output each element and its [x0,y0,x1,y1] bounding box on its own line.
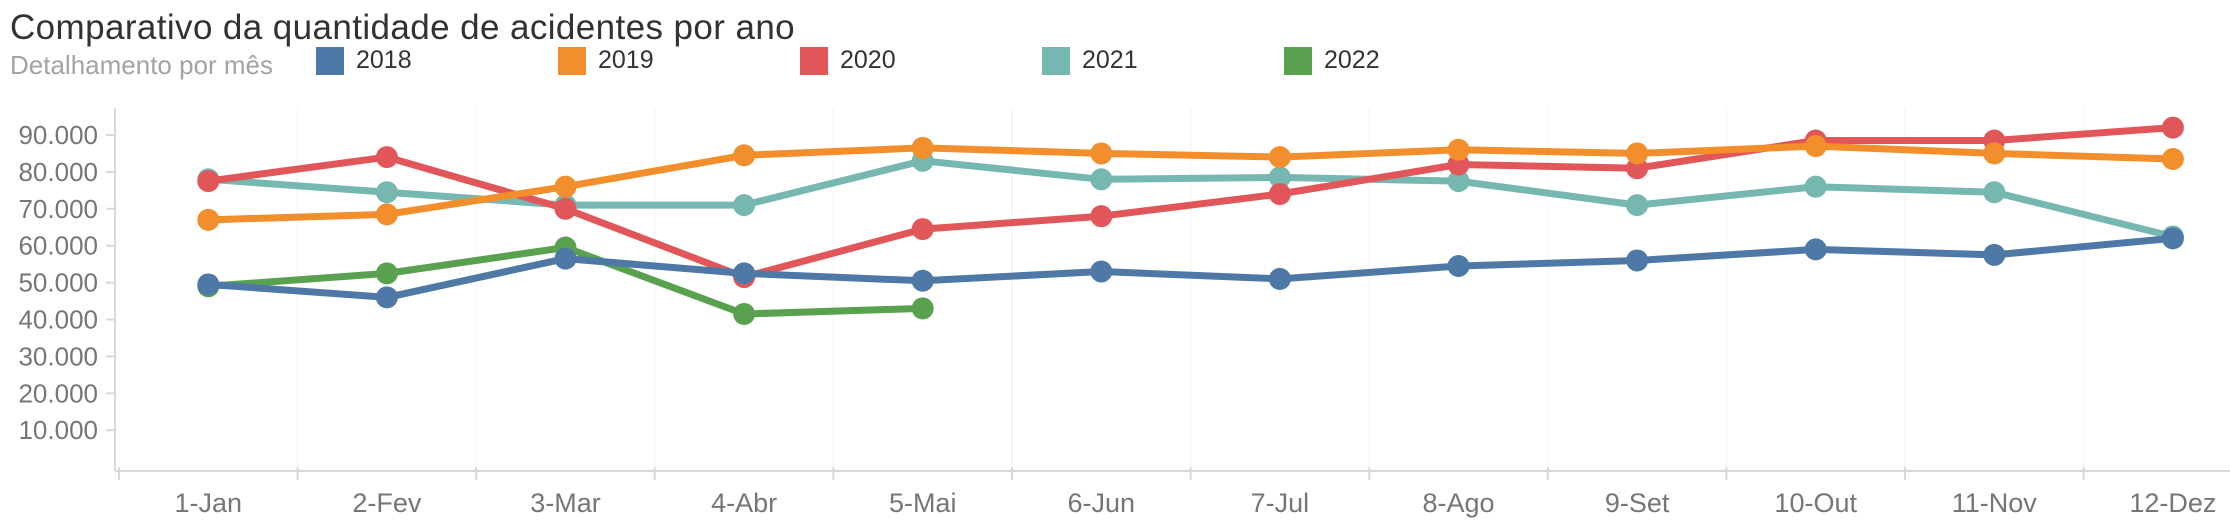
series-point-2020-1-Jan[interactable] [197,170,220,193]
series-point-2018-8-Ago[interactable] [1447,254,1470,277]
series-point-2022-2-Fev[interactable] [375,262,398,285]
x-tick-label: 8-Ago [1422,488,1494,518]
series-point-2019-7-Jul[interactable] [1268,146,1291,169]
legend-swatch-2019 [558,46,586,75]
y-tick-label: 10.000 [18,415,98,445]
series-point-2018-1-Jan[interactable] [197,273,220,296]
series-line-2020 [204,124,2177,281]
series-point-2021-2-Fev[interactable] [375,181,398,204]
y-tick-label: 40.000 [18,305,98,335]
series-point-2018-2-Fev[interactable] [375,286,398,309]
series-point-2021-11-Nov[interactable] [1983,181,2006,204]
y-tick-label: 20.000 [18,378,98,408]
legend-swatch-2021 [1042,46,1070,75]
series-point-2021-9-Set[interactable] [1626,194,1649,217]
x-tick-label: 3-Mar [530,488,601,518]
series-point-2021-10-Out[interactable] [1804,175,1827,198]
series-point-2021-8-Ago[interactable] [1447,170,1470,193]
legend-item-2019[interactable]: 2019 [558,46,654,75]
x-tick-label: 4-Abr [711,488,777,518]
series-point-2019-6-Jun[interactable] [1090,142,1113,165]
series-point-2021-7-Jul[interactable] [1268,166,1291,189]
series-point-2018-11-Nov[interactable] [1983,243,2006,266]
chart-subtitle: Detalhamento por mês [10,50,274,80]
series-point-2019-4-Abr[interactable] [733,144,756,167]
series-point-2019-11-Nov[interactable] [1983,142,2006,165]
chart-title: Comparativo da quantidade de acidentes p… [10,8,796,47]
series-point-2018-4-Abr[interactable] [733,262,756,285]
series-point-2018-6-Jun[interactable] [1090,260,1113,283]
legend-label-2020: 2020 [840,46,896,74]
series-point-2018-7-Jul[interactable] [1268,267,1291,290]
series-point-2021-4-Abr[interactable] [733,194,756,217]
series-point-2018-3-Mar[interactable] [554,247,577,270]
legend: Detalhamento por mês 2018 2019 2020 2021 202… [0,44,2230,80]
x-tick-label: 2-Fev [352,488,422,518]
y-tick-label: 30.000 [18,341,98,371]
legend-swatch-2022 [1284,46,1312,75]
x-tick-label: 7-Jul [1251,488,1310,518]
series-point-2020-3-Mar[interactable] [554,197,577,220]
y-tick-label: 50.000 [18,268,98,298]
series-point-2020-6-Jun[interactable] [1090,205,1113,228]
legend-item-2018[interactable]: 2018 [316,46,412,75]
legend-item-2022[interactable]: 2022 [1284,46,1380,75]
legend-label-2021: 2021 [1082,46,1138,74]
series-point-2019-9-Set[interactable] [1626,142,1649,165]
series-point-2019-8-Ago[interactable] [1447,138,1470,161]
series-point-2020-5-Mai[interactable] [911,218,934,241]
x-tick-label: 6-Jun [1068,488,1136,518]
series-point-2018-5-Mai[interactable] [911,269,934,292]
series-point-2018-10-Out[interactable] [1804,238,1827,261]
x-tick-label: 1-Jan [175,488,243,518]
legend-swatch-2020 [800,46,828,75]
series-point-2020-2-Fev[interactable] [375,146,398,169]
series-point-2022-5-Mai[interactable] [911,297,934,320]
series-point-2022-4-Abr[interactable] [733,302,756,325]
series-point-2019-12-Dez[interactable] [2161,147,2184,170]
legend-label-2019: 2019 [598,46,654,74]
series-point-2020-7-Jul[interactable] [1268,183,1291,206]
y-tick-label: 70.000 [18,194,98,224]
series-point-2019-3-Mar[interactable] [554,175,577,198]
series-point-2019-2-Fev[interactable] [375,203,398,226]
x-tick-label: 11-Nov [1952,488,2038,518]
legend-item-2021[interactable]: 2021 [1042,46,1138,75]
series-point-2019-1-Jan[interactable] [197,208,220,231]
legend-label-2022: 2022 [1324,46,1380,74]
legend-item-2020[interactable]: 2020 [800,46,896,75]
y-tick-label: 60.000 [18,231,98,261]
y-tick-label: 80.000 [18,157,98,187]
legend-swatch-2018 [316,46,344,75]
series-point-2019-5-Mai[interactable] [911,136,934,159]
x-tick-label: 12-Dez [2129,488,2216,518]
x-tick-label: 5-Mai [889,488,957,518]
series-point-2020-12-Dez[interactable] [2161,116,2184,139]
series-point-2021-6-Jun[interactable] [1090,168,1113,191]
series-point-2018-12-Dez[interactable] [2161,227,2184,250]
series-point-2018-9-Set[interactable] [1626,249,1649,272]
series-point-2019-10-Out[interactable] [1804,135,1827,158]
x-tick-label: 9-Set [1605,488,1670,518]
legend-label-2018: 2018 [356,46,412,74]
x-tick-label: 10-Out [1774,488,1857,518]
series-line-2019 [204,142,2177,224]
series-line-2018 [204,234,2177,301]
y-tick-label: 90.000 [18,120,98,150]
